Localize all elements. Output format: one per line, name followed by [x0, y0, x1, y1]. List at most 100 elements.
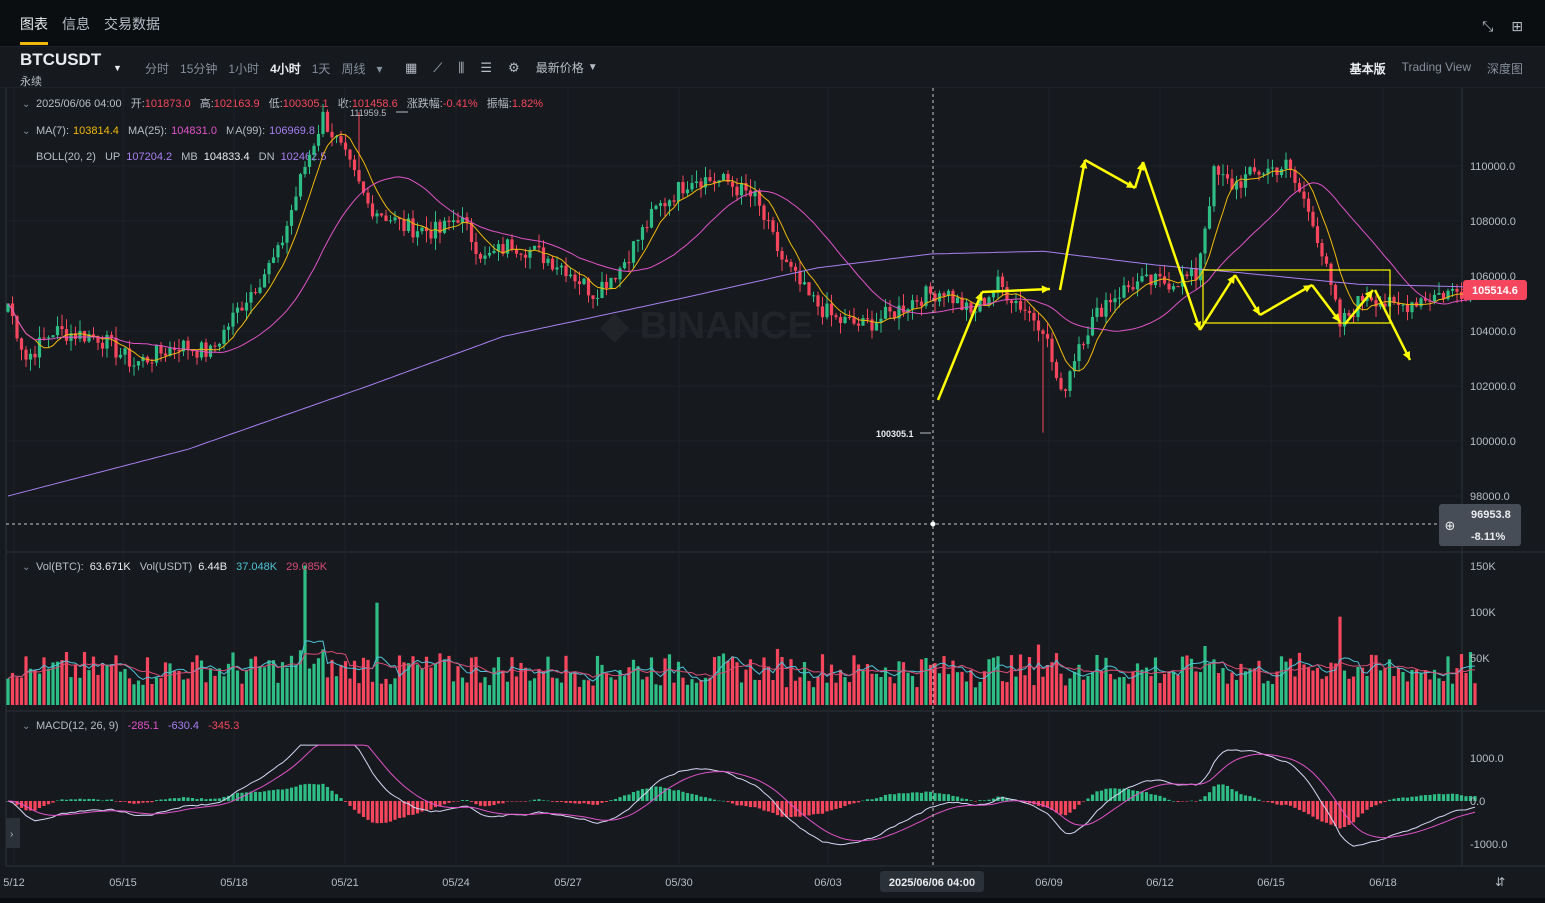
- volume-bar: [253, 656, 258, 705]
- volume-bar: [933, 663, 937, 705]
- volume-bar: [28, 668, 33, 705]
- macd-histogram-bar: [1045, 801, 1050, 808]
- macd-histogram-bar: [303, 784, 307, 801]
- candle-body: [447, 220, 451, 223]
- interval-1h[interactable]: 1小时: [228, 62, 260, 76]
- volume-bar: [1099, 671, 1104, 705]
- candle-body: [627, 262, 631, 264]
- indicator-icon[interactable]: ⟋: [433, 59, 443, 75]
- x-tick-label: 05/30: [665, 877, 693, 889]
- macd-histogram-bar: [564, 801, 568, 803]
- volume-bar: [87, 670, 91, 705]
- volume-bar: [1108, 673, 1113, 705]
- macd-histogram-bar: [1194, 801, 1198, 802]
- candle-body: [1198, 253, 1203, 281]
- macd-histogram-bar: [1135, 790, 1140, 801]
- tab-info[interactable]: 信息: [62, 16, 90, 32]
- candle-body: [906, 309, 910, 313]
- candle-body: [573, 274, 577, 282]
- candle-body: [460, 217, 465, 223]
- macd-histogram-bar: [1288, 801, 1293, 806]
- volume-bar: [208, 668, 213, 705]
- interval-1d[interactable]: 1天: [311, 62, 331, 76]
- macd-histogram-bar: [1455, 794, 1459, 801]
- expand-arrow-icon[interactable]: ›: [10, 829, 13, 840]
- macd-histogram-bar: [681, 791, 685, 801]
- legend-open: 101873.0: [145, 98, 191, 110]
- calendar-icon[interactable]: ▦: [405, 59, 418, 75]
- macd-histogram-bar: [442, 801, 447, 805]
- volume-bar: [1360, 667, 1365, 705]
- symbol-dropdown-icon[interactable]: ▼: [113, 63, 122, 73]
- candle-body: [24, 349, 28, 360]
- candle-body: [1117, 297, 1122, 299]
- macd-histogram-bar: [973, 801, 978, 802]
- chart-area[interactable]: ⌄ 2025/06/06 04:00 开:101873.0 高:102163.9…: [0, 88, 1545, 898]
- legend-collapse-icon[interactable]: ⌄: [22, 99, 30, 110]
- macd-histogram-bar: [474, 801, 478, 805]
- candlestick-chart[interactable]: ⌄ 2025/06/06 04:00 开:101873.0 高:102163.9…: [0, 88, 1545, 898]
- candle-body: [280, 242, 285, 246]
- macd-histogram-bar: [780, 801, 784, 817]
- volume-bar: [33, 670, 37, 705]
- macd-histogram-bar: [1468, 796, 1473, 801]
- macd-collapse-icon[interactable]: ⌄: [22, 721, 30, 732]
- ma-collapse-icon[interactable]: ⌄: [22, 126, 30, 137]
- macd-histogram-bar: [141, 801, 145, 803]
- interval-1w[interactable]: 周线: [341, 62, 366, 76]
- macd-histogram-bar: [1473, 796, 1477, 801]
- candle-body: [1360, 296, 1365, 301]
- candle-body: [762, 205, 766, 220]
- mode-basic[interactable]: 基本版: [1349, 62, 1386, 76]
- tab-trading-data[interactable]: 交易数据: [104, 16, 160, 32]
- candle-body: [1401, 304, 1405, 306]
- volume-bar: [1302, 664, 1306, 705]
- macd-histogram-bar: [672, 790, 676, 801]
- candle-body: [757, 191, 762, 206]
- crosshair-add-icon[interactable]: ⊕: [1445, 518, 1456, 533]
- macd-histogram-bar: [1333, 801, 1338, 827]
- candle-body: [802, 282, 807, 285]
- price-type-select[interactable]: 最新价格: [535, 61, 584, 75]
- settings-gear-icon[interactable]: ⚙: [508, 59, 520, 75]
- macd-histogram-bar: [604, 801, 609, 802]
- tab-chart[interactable]: 图表: [20, 14, 48, 45]
- candle-body: [496, 244, 501, 251]
- vol-usdt-label: Vol(USDT): [140, 561, 193, 573]
- volume-bar: [829, 664, 834, 705]
- macd-histogram-bar: [906, 793, 910, 801]
- fullscreen-icon[interactable]: ⤡: [1482, 18, 1494, 34]
- candle-body: [1221, 174, 1225, 176]
- macd-histogram-bar: [703, 797, 708, 801]
- volume-bar: [1185, 655, 1189, 705]
- candle-body: [703, 177, 708, 188]
- interval-time[interactable]: 分时: [145, 62, 170, 76]
- mode-depth[interactable]: 深度图: [1486, 62, 1523, 76]
- candle-type-icon[interactable]: ⫼: [458, 59, 465, 75]
- side-panel-toggle[interactable]: [6, 818, 20, 848]
- vol-collapse-icon[interactable]: ⌄: [22, 562, 30, 573]
- interval-4h[interactable]: 4小时: [270, 62, 301, 76]
- price-type-dropdown-icon[interactable]: ▼: [587, 62, 598, 73]
- volume-bar: [730, 656, 735, 705]
- interval-dropdown-icon[interactable]: ▾: [376, 61, 383, 76]
- y-tick-label: 100000.0: [1470, 436, 1516, 448]
- layout-grid-icon[interactable]: ⊞: [1511, 18, 1523, 34]
- candle-body: [550, 258, 555, 270]
- candle-body: [415, 231, 420, 238]
- interval-15m[interactable]: 15分钟: [180, 62, 218, 76]
- candle-body: [438, 221, 442, 233]
- macd-histogram-bar: [415, 801, 420, 814]
- axis-settings-icon[interactable]: ⇵: [1495, 875, 1505, 889]
- candle-body: [1297, 182, 1302, 192]
- macd-histogram-bar: [505, 801, 510, 802]
- candle-body: [159, 345, 163, 354]
- symbol-name[interactable]: BTCUSDT: [20, 50, 102, 69]
- volume-bar: [55, 661, 60, 705]
- candle-body: [469, 222, 474, 243]
- template-icon[interactable]: ☰: [480, 59, 493, 75]
- candles-group: [6, 103, 1477, 433]
- mode-tradingview[interactable]: Trading View: [1401, 60, 1471, 74]
- candle-body: [735, 186, 739, 196]
- macd-histogram-bar: [456, 801, 460, 802]
